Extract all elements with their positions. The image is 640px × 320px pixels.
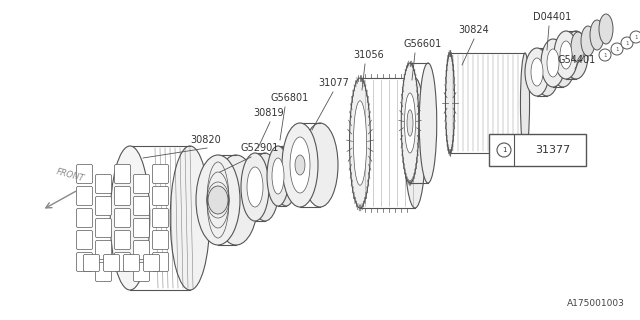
Text: G52901: G52901: [240, 143, 278, 153]
FancyBboxPatch shape: [95, 196, 111, 215]
Ellipse shape: [251, 153, 279, 221]
Text: G54401: G54401: [558, 55, 596, 65]
FancyBboxPatch shape: [134, 262, 150, 282]
Text: 30820: 30820: [190, 135, 221, 145]
Ellipse shape: [590, 20, 604, 50]
Ellipse shape: [599, 49, 611, 61]
Ellipse shape: [272, 158, 284, 194]
Ellipse shape: [110, 146, 150, 290]
Text: G56801: G56801: [270, 93, 308, 103]
Ellipse shape: [554, 31, 578, 79]
Ellipse shape: [547, 49, 559, 77]
Text: FRONT: FRONT: [55, 167, 85, 183]
FancyBboxPatch shape: [77, 252, 93, 271]
Ellipse shape: [290, 137, 310, 193]
Ellipse shape: [531, 58, 543, 86]
Text: 30824: 30824: [458, 25, 489, 35]
Ellipse shape: [571, 32, 585, 62]
Ellipse shape: [407, 110, 413, 136]
Text: D04401: D04401: [533, 12, 572, 22]
FancyBboxPatch shape: [152, 252, 168, 271]
Ellipse shape: [302, 123, 338, 207]
FancyBboxPatch shape: [134, 241, 150, 260]
FancyBboxPatch shape: [489, 134, 586, 166]
Ellipse shape: [419, 63, 436, 183]
Text: 30819: 30819: [253, 108, 284, 118]
Ellipse shape: [525, 48, 549, 96]
FancyBboxPatch shape: [152, 187, 168, 205]
FancyBboxPatch shape: [95, 174, 111, 194]
FancyBboxPatch shape: [77, 164, 93, 183]
Ellipse shape: [560, 41, 572, 69]
Ellipse shape: [353, 101, 367, 185]
Ellipse shape: [551, 39, 575, 87]
Ellipse shape: [401, 63, 419, 183]
Ellipse shape: [208, 186, 228, 214]
FancyBboxPatch shape: [134, 219, 150, 237]
Text: 1: 1: [502, 147, 506, 153]
Ellipse shape: [581, 26, 595, 56]
FancyBboxPatch shape: [115, 252, 131, 271]
FancyBboxPatch shape: [95, 262, 111, 282]
FancyBboxPatch shape: [124, 254, 140, 271]
Ellipse shape: [611, 43, 623, 55]
Text: 1: 1: [615, 46, 619, 52]
FancyBboxPatch shape: [77, 230, 93, 250]
Text: 31056: 31056: [353, 50, 384, 60]
FancyBboxPatch shape: [152, 209, 168, 228]
Text: 1: 1: [625, 41, 628, 45]
Ellipse shape: [275, 146, 297, 206]
Text: 1: 1: [604, 52, 607, 58]
Ellipse shape: [170, 146, 210, 290]
Ellipse shape: [282, 123, 318, 207]
Text: 1: 1: [634, 35, 637, 39]
Ellipse shape: [214, 155, 258, 245]
Ellipse shape: [349, 78, 371, 208]
Text: A175001003: A175001003: [567, 299, 625, 308]
Ellipse shape: [564, 31, 588, 79]
Ellipse shape: [196, 155, 240, 245]
Ellipse shape: [247, 167, 263, 207]
FancyBboxPatch shape: [104, 254, 120, 271]
Ellipse shape: [541, 39, 565, 87]
FancyBboxPatch shape: [115, 164, 131, 183]
FancyBboxPatch shape: [115, 187, 131, 205]
Ellipse shape: [241, 153, 269, 221]
Ellipse shape: [404, 93, 415, 153]
FancyBboxPatch shape: [115, 230, 131, 250]
Text: 31377: 31377: [536, 145, 571, 155]
Ellipse shape: [445, 53, 454, 153]
FancyBboxPatch shape: [77, 209, 93, 228]
FancyBboxPatch shape: [95, 241, 111, 260]
Ellipse shape: [267, 146, 289, 206]
Ellipse shape: [295, 155, 305, 175]
FancyBboxPatch shape: [152, 164, 168, 183]
FancyBboxPatch shape: [134, 174, 150, 194]
FancyBboxPatch shape: [77, 187, 93, 205]
Ellipse shape: [404, 78, 426, 208]
FancyBboxPatch shape: [95, 219, 111, 237]
Ellipse shape: [630, 31, 640, 43]
FancyBboxPatch shape: [115, 209, 131, 228]
Ellipse shape: [621, 37, 633, 49]
Text: G56601: G56601: [403, 39, 441, 49]
Ellipse shape: [497, 143, 511, 157]
Ellipse shape: [520, 53, 529, 153]
FancyBboxPatch shape: [83, 254, 99, 271]
FancyBboxPatch shape: [143, 254, 159, 271]
FancyBboxPatch shape: [134, 196, 150, 215]
Ellipse shape: [599, 14, 613, 44]
FancyBboxPatch shape: [152, 230, 168, 250]
Text: 31077: 31077: [318, 78, 349, 88]
Ellipse shape: [535, 48, 559, 96]
